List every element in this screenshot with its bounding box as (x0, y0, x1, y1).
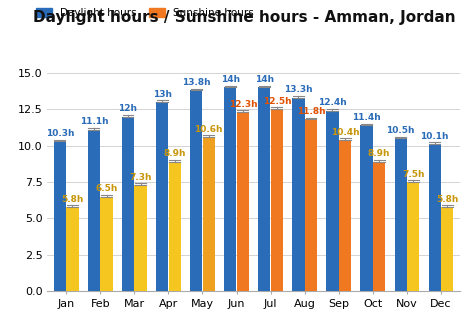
Text: 7.5h: 7.5h (402, 170, 425, 179)
Bar (339, 140, 351, 291)
Bar (100, 197, 113, 291)
Text: 14h: 14h (255, 75, 274, 84)
Bar (292, 98, 304, 291)
Bar (327, 111, 338, 291)
Text: 12.5h: 12.5h (263, 97, 291, 106)
Bar (203, 137, 215, 291)
Bar (407, 182, 419, 291)
Text: 12.3h: 12.3h (228, 100, 257, 109)
Bar (169, 162, 181, 291)
Text: 5.8h: 5.8h (61, 195, 83, 204)
Bar (394, 138, 407, 291)
Bar (271, 109, 283, 291)
Text: 13.8h: 13.8h (182, 78, 210, 87)
Bar (373, 162, 385, 291)
Text: 12.4h: 12.4h (318, 99, 347, 108)
Text: 10.6h: 10.6h (194, 125, 223, 134)
Text: 8.9h: 8.9h (164, 150, 186, 159)
Text: 8.9h: 8.9h (368, 150, 391, 159)
Bar (360, 125, 373, 291)
Text: 10.4h: 10.4h (331, 128, 359, 137)
Bar (237, 112, 249, 291)
Bar (156, 102, 168, 291)
Text: 11.4h: 11.4h (352, 113, 381, 122)
Text: 13h: 13h (153, 90, 172, 99)
Bar (428, 144, 441, 291)
Text: 10.1h: 10.1h (420, 132, 449, 141)
Text: 10.3h: 10.3h (46, 129, 74, 138)
Legend: Daylight hours, Sunshine hours: Daylight hours, Sunshine hours (36, 8, 254, 18)
Bar (258, 87, 271, 291)
Bar (66, 207, 79, 291)
Text: 11.1h: 11.1h (80, 118, 108, 126)
Text: 5.8h: 5.8h (436, 195, 458, 204)
Text: 11.8h: 11.8h (297, 107, 325, 116)
Text: 6.5h: 6.5h (95, 184, 118, 193)
Bar (88, 130, 100, 291)
Bar (135, 185, 147, 291)
Bar (190, 90, 202, 291)
Text: 10.5h: 10.5h (386, 126, 415, 135)
Text: Daylight hours / Sunshine hours - Amman, Jordan: Daylight hours / Sunshine hours - Amman,… (33, 10, 456, 25)
Bar (441, 207, 454, 291)
Bar (122, 117, 134, 291)
Text: 7.3h: 7.3h (129, 173, 152, 182)
Text: 13.3h: 13.3h (284, 85, 313, 94)
Text: 14h: 14h (221, 75, 240, 84)
Bar (224, 87, 237, 291)
Bar (305, 119, 317, 291)
Text: 12h: 12h (118, 104, 137, 113)
Bar (54, 141, 66, 291)
